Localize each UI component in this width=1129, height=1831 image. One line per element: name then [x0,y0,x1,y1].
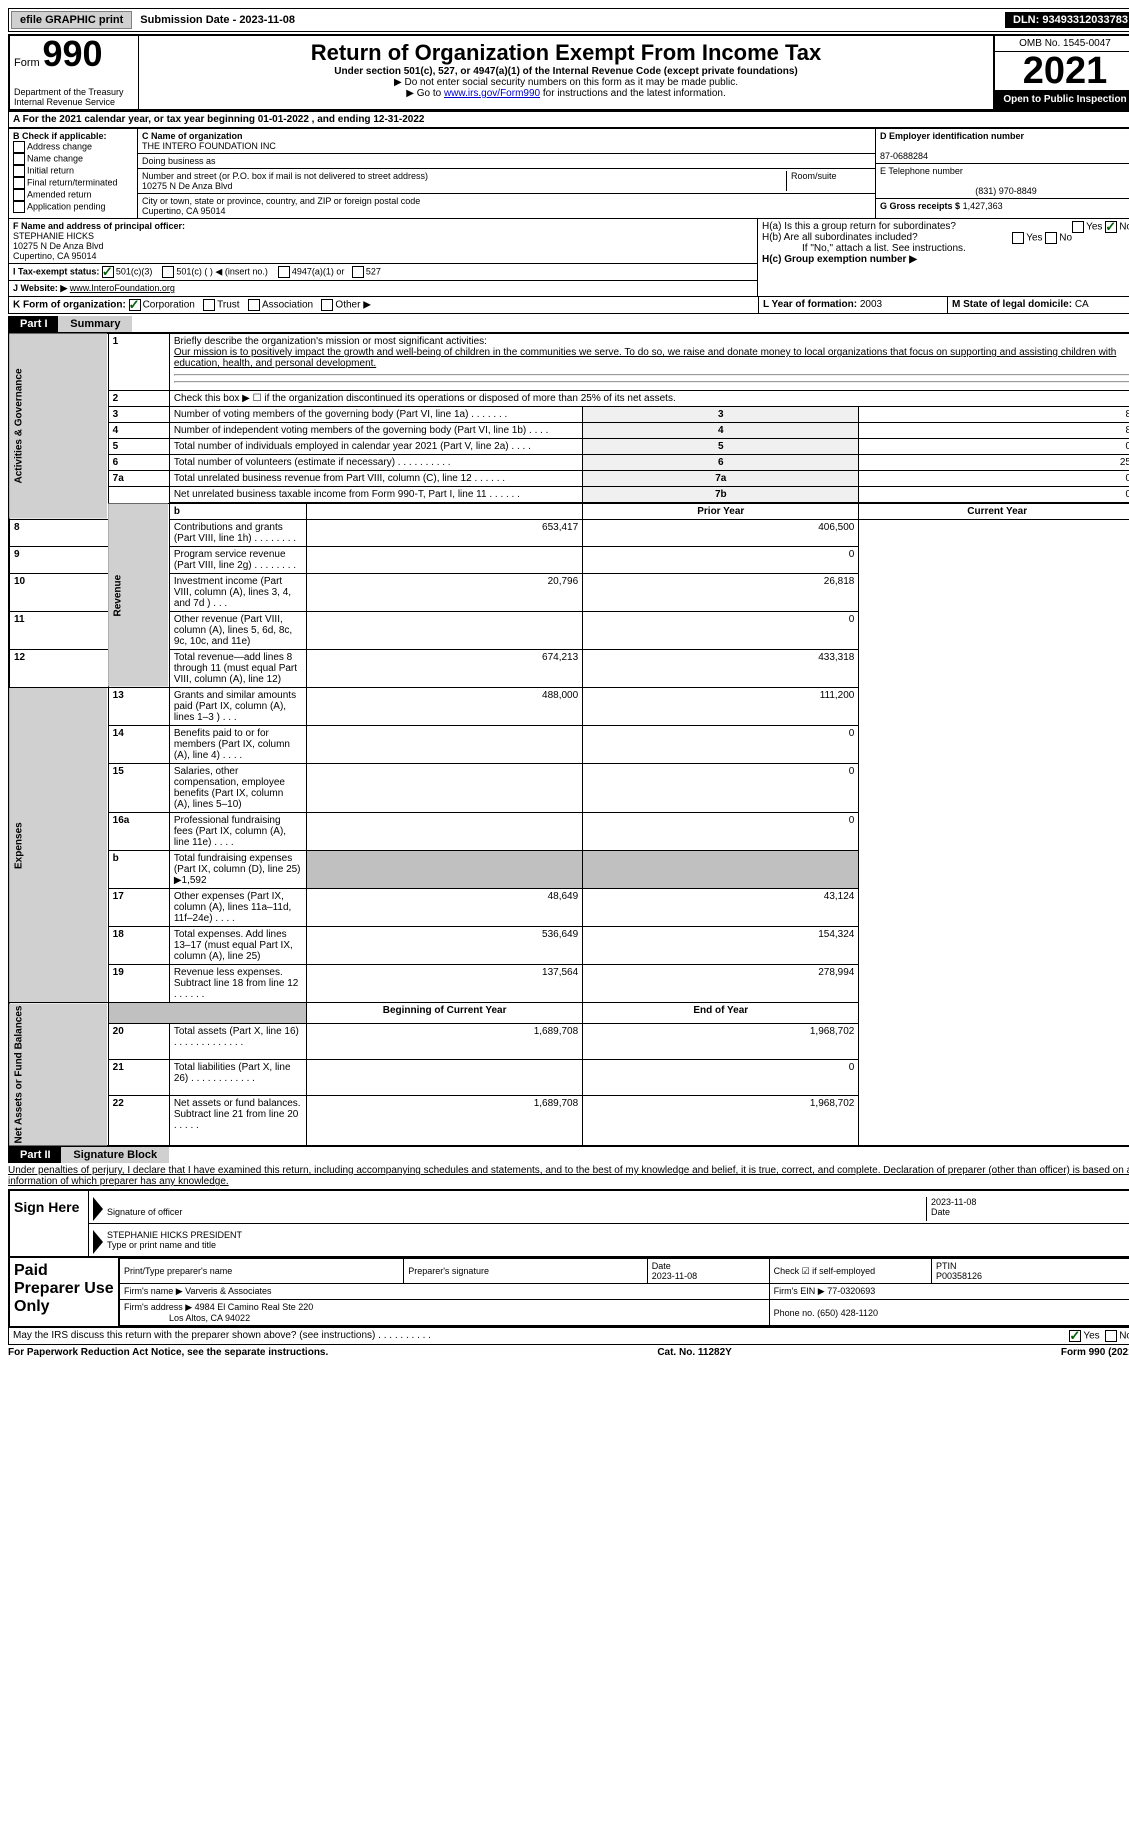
table-row: 18Total expenses. Add lines 13–17 (must … [9,927,1129,965]
org-name: THE INTERO FOUNDATION INC [142,141,276,151]
box-c: C Name of organization THE INTERO FOUNDA… [138,129,876,218]
tax-year: 2021 [995,52,1129,90]
form-title: Return of Organization Exempt From Incom… [143,40,989,66]
arrow-icon [93,1230,103,1254]
form-number: 990 [42,33,102,74]
section-a: A For the 2021 calendar year, or tax yea… [8,111,1129,128]
table-row: 21Total liabilities (Part X, line 26) . … [9,1059,1129,1095]
mission-text: Our mission is to positively impact the … [174,347,1117,369]
discuss-row: May the IRS discuss this return with the… [8,1328,1129,1345]
table-row: 15Salaries, other compensation, employee… [9,764,1129,813]
efile-print-button[interactable]: efile GRAPHIC print [11,11,132,29]
table-row: 10Investment income (Part VIII, column (… [9,574,1129,612]
table-row: 20Total assets (Part X, line 16) . . . .… [9,1024,1129,1060]
box-m: M State of legal domicile: CA [947,297,1129,313]
part1-header: Part I [8,316,60,332]
box-f: F Name and address of principal officer:… [9,219,757,264]
page-footer: For Paperwork Reduction Act Notice, see … [8,1345,1129,1360]
box-i: I Tax-exempt status: 501(c)(3) 501(c) ( … [9,264,757,281]
table-row: 6Total number of volunteers (estimate if… [9,455,1129,471]
summary-table: Activities & Governance 1 Briefly descri… [8,332,1129,1147]
subtitle-2: ▶ Do not enter social security numbers o… [143,77,989,88]
box-l: L Year of formation: 2003 [758,297,947,313]
signature-block: Sign Here Signature of officer 2023-11-0… [8,1189,1129,1258]
org-city: Cupertino, CA 95014 [142,206,226,216]
officer-name: STEPHANIE HICKS PRESIDENT [107,1230,242,1240]
firm-name: Varveris & Associates [185,1286,271,1296]
irs-link[interactable]: www.irs.gov/Form990 [444,88,540,99]
netassets-label: Net Assets or Fund Balances [9,1003,108,1147]
table-row: Net unrelated business taxable income fr… [9,487,1129,504]
table-row: bTotal fundraising expenses (Part IX, co… [9,851,1129,889]
penalties-text: Under penalties of perjury, I declare th… [8,1163,1129,1189]
firm-ein: 77-0320693 [827,1286,875,1296]
expenses-label: Expenses [9,688,108,1003]
table-row: 12Total revenue—add lines 8 through 11 (… [9,650,1129,688]
form-header: Form 990 Department of the Treasury Inte… [8,34,1129,111]
top-bar: efile GRAPHIC print Submission Date - 20… [8,8,1129,32]
phone: (831) 970-8849 [880,186,1129,196]
table-row: 3Number of voting members of the governi… [9,407,1129,423]
part2-header: Part II [8,1147,63,1163]
goto-suffix: for instructions and the latest informat… [543,88,726,99]
table-row: 7aTotal unrelated business revenue from … [9,471,1129,487]
ptin: P00358126 [936,1271,982,1281]
dept-label: Department of the Treasury Internal Reve… [14,87,138,107]
table-row: 11Other revenue (Part VIII, column (A), … [9,612,1129,650]
revenue-label: Revenue [108,503,169,688]
box-d-e-g: D Employer identification number 87-0688… [876,129,1129,218]
table-row: 8Contributions and grants (Part VIII, li… [9,520,1129,547]
gross-receipts: 1,427,363 [963,201,1003,211]
activities-label: Activities & Governance [9,333,108,520]
dln-label: DLN: 93493312033783 [1005,12,1129,28]
table-row: 9Program service revenue (Part VIII, lin… [9,547,1129,574]
table-row: 14Benefits paid to or for members (Part … [9,726,1129,764]
box-j: J Website: ▶ www.InteroFoundation.org [9,281,757,296]
subtitle-1: Under section 501(c), 527, or 4947(a)(1)… [143,66,989,77]
box-k: K Form of organization: Corporation Trus… [9,297,758,313]
box-h: H(a) Is this a group return for subordin… [758,219,1129,296]
open-public-badge: Open to Public Inspection [995,90,1129,109]
table-row: 22Net assets or fund balances. Subtract … [9,1095,1129,1146]
table-row: 13Grants and similar amounts paid (Part … [9,688,1129,726]
table-row: 4Number of independent voting members of… [9,423,1129,439]
table-row: 19Revenue less expenses. Subtract line 1… [9,965,1129,1003]
submission-date: Submission Date - 2023-11-08 [134,12,301,28]
firm-phone: (650) 428-1120 [817,1308,878,1318]
box-b: B Check if applicable: Address change Na… [9,129,138,218]
form-word: Form [14,57,40,69]
part1-title: Summary [58,316,132,332]
ein: 87-0688284 [880,151,928,161]
goto-prefix: ▶ Go to [406,88,444,99]
table-row: 5Total number of individuals employed in… [9,439,1129,455]
arrow-icon [93,1197,103,1221]
website-link[interactable]: www.InteroFoundation.org [70,283,175,293]
table-row: 17Other expenses (Part IX, column (A), l… [9,889,1129,927]
paid-preparer-block: Paid Preparer Use Only Print/Type prepar… [8,1258,1129,1328]
part2-title: Signature Block [61,1147,169,1163]
table-row: 16aProfessional fundraising fees (Part I… [9,813,1129,851]
org-address: 10275 N De Anza Blvd [142,181,233,191]
